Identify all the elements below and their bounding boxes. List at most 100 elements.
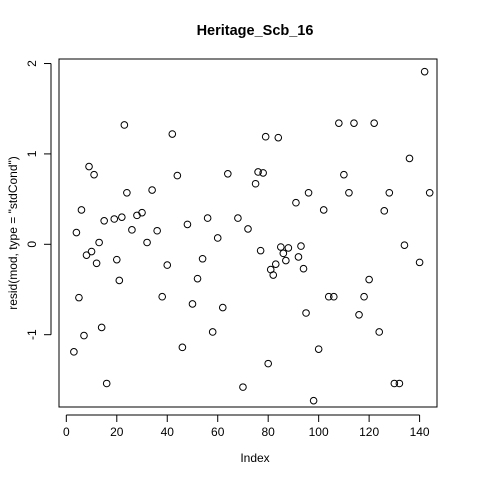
data-point: [193, 274, 202, 283]
data-point: [277, 243, 285, 251]
data-point: [188, 300, 197, 308]
data-point: [224, 169, 232, 178]
data-point: [97, 323, 106, 332]
data-point: [329, 292, 338, 301]
data-point: [370, 119, 378, 127]
data-point: [279, 249, 288, 258]
data-point: [173, 171, 182, 180]
data-point: [309, 396, 318, 405]
data-point: [299, 264, 308, 273]
x-axis-label: Index: [240, 451, 269, 465]
y-axis: -1 0 1 2: [25, 60, 52, 340]
data-point: [264, 359, 272, 368]
data-point: [274, 133, 283, 142]
data-point: [213, 234, 222, 242]
data-point: [234, 214, 242, 222]
data-point: [256, 246, 265, 255]
x-tick-label: 0: [63, 425, 70, 439]
x-tick-label: 120: [359, 425, 379, 439]
data-point: [153, 226, 161, 235]
data-point: [335, 119, 343, 127]
data-point: [350, 119, 358, 127]
data-point: [143, 238, 151, 247]
y-tick-label: 1: [25, 150, 39, 157]
data-point: [100, 216, 108, 225]
y-tick-label: 2: [25, 60, 39, 67]
data-point: [294, 253, 303, 261]
y-tick-label: -1: [25, 329, 39, 340]
data-point: [261, 132, 270, 141]
data-point: [420, 67, 429, 76]
data-point: [375, 328, 384, 336]
data-point: [345, 188, 353, 197]
data-point: [82, 251, 91, 259]
data-point: [415, 258, 424, 267]
data-point: [115, 276, 124, 285]
x-axis: 0 20 40 60 80 100 120 140: [63, 414, 430, 439]
data-point: [92, 259, 101, 268]
data-point: [254, 168, 262, 176]
data-point: [95, 238, 103, 247]
x-tick-label: 140: [410, 425, 430, 439]
data-point: [405, 154, 414, 163]
data-point: [259, 169, 267, 177]
data-point: [120, 121, 129, 129]
x-tick-label: 60: [211, 425, 225, 439]
data-point: [72, 228, 81, 237]
data-point: [218, 303, 227, 312]
data-point: [319, 206, 328, 214]
data-point: [168, 130, 177, 138]
data-point: [284, 244, 293, 252]
data-point: [355, 311, 363, 319]
data-point: [251, 179, 260, 188]
y-axis-label: resid(mod, type = "stdCond"): [6, 156, 20, 310]
data-point: [102, 379, 111, 388]
data-point: [297, 242, 305, 250]
data-points: [70, 67, 434, 405]
data-point: [385, 188, 394, 197]
y-tick-label: 0: [25, 241, 39, 248]
data-point: [112, 255, 121, 264]
data-point: [395, 379, 404, 388]
x-tick-label: 20: [110, 425, 124, 439]
data-point: [360, 292, 368, 301]
data-point: [123, 188, 131, 197]
x-tick-label: 40: [161, 425, 175, 439]
data-point: [148, 186, 156, 194]
x-tick-label: 100: [309, 425, 329, 439]
data-point: [183, 220, 192, 229]
data-point: [77, 206, 86, 214]
data-point: [75, 293, 83, 302]
data-point: [282, 256, 290, 265]
data-point: [302, 309, 310, 317]
data-point: [198, 254, 207, 263]
data-point: [203, 214, 212, 222]
data-point: [244, 225, 252, 233]
data-point: [118, 213, 126, 221]
data-point: [304, 188, 313, 197]
data-point: [425, 188, 434, 197]
data-point: [110, 215, 119, 223]
data-point: [269, 271, 278, 279]
x-tick-label: 80: [262, 425, 276, 439]
data-point: [314, 345, 323, 353]
data-point: [400, 241, 409, 250]
data-point: [163, 261, 172, 269]
data-point: [271, 260, 280, 268]
data-point: [380, 207, 389, 215]
data-point: [87, 247, 96, 256]
chart-title: Heritage_Scb_16: [197, 23, 314, 39]
plot-frame: [58, 58, 438, 408]
data-point: [365, 275, 373, 284]
data-point: [324, 292, 333, 301]
data-point: [340, 170, 348, 179]
data-point: [138, 208, 146, 217]
data-point: [128, 226, 136, 234]
data-point: [158, 292, 167, 301]
data-point: [85, 162, 93, 171]
data-point: [390, 379, 399, 388]
data-point: [208, 328, 217, 336]
data-point: [292, 198, 300, 207]
